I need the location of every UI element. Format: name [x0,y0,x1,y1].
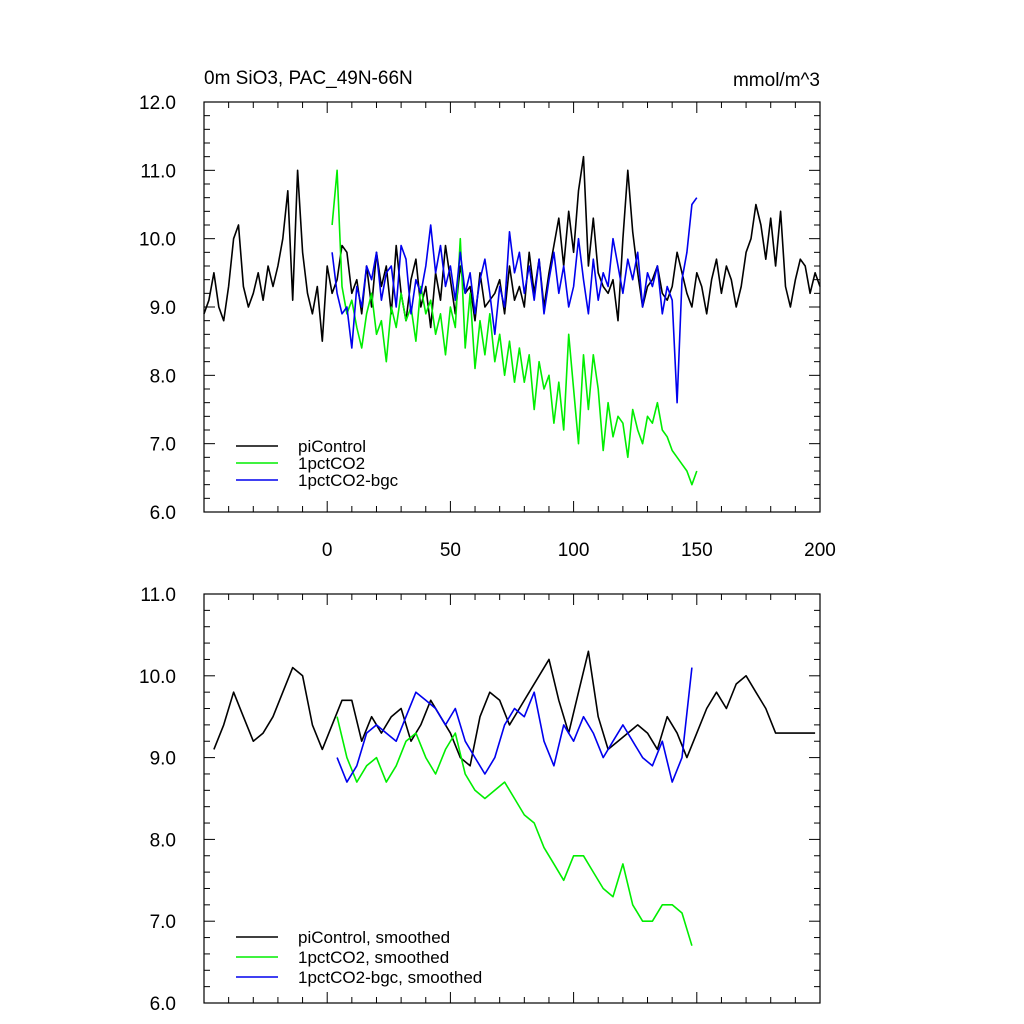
y-tick-label: 12.0 [139,93,176,114]
series-line-1pctco2-smoothed [336,716,693,946]
x-tick-label: 200 [804,540,836,561]
y-tick-label: 10.0 [139,230,176,251]
x-tick-label: 50 [440,540,461,561]
x-tick-label: 100 [558,540,590,561]
y-tick-label: 11.0 [140,585,176,606]
y-tick-label: 9.0 [150,749,176,770]
series-line-picontrol [203,155,821,343]
y-tick-label: 6.0 [150,994,176,1015]
legend-label: 1pctCO2, smoothed [298,948,449,967]
top-panel: 0 50 100 150 200 6.0 7.0 8.0 9.0 10.0 11.0 12.0 piCo… [139,93,836,561]
legend-label: piControl, smoothed [298,928,450,947]
y-tick-label: 9.0 [150,298,176,319]
y-tick-label: 8.0 [150,366,176,387]
y-tick-label: 7.0 [150,435,176,456]
y-tick-label: 7.0 [150,912,176,933]
plot-frame [203,101,821,513]
legend-label: 1pctCO2-bgc, smoothed [298,968,482,987]
y-tick-label: 10.0 [139,667,176,688]
y-tick-label: 6.0 [150,503,176,524]
x-tick-label: 150 [681,540,713,561]
top-panel-title: 0m SiO3, PAC_49N-66N [204,68,413,89]
series-line-1pctco2-bgc [331,197,698,404]
legend-label: 1pctCO2-bgc [298,471,399,490]
series-line-1pctco2 [331,169,698,486]
y-tick-label: 11.0 [140,161,176,182]
top-panel-units: mmol/m^3 [733,70,820,91]
x-tick-label: 0 [322,540,333,561]
series-line-picontrol-smoothed [213,650,816,767]
legend-label: 1pctCO2 [298,454,365,473]
y-tick-label: 8.0 [150,830,176,851]
plot-frame [203,593,821,1004]
series-line-1pctco2-bgc-smoothed [336,667,693,783]
legend-label: piControl [298,437,366,456]
